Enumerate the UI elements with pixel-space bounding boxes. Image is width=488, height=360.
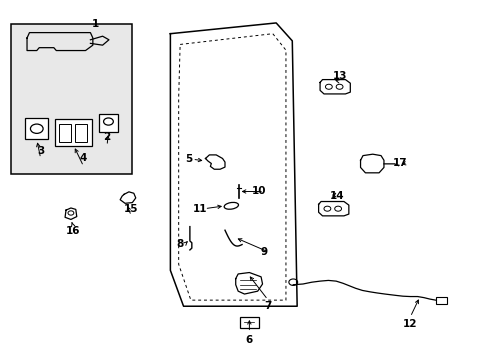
Text: 5: 5: [184, 154, 192, 164]
Text: 6: 6: [245, 334, 252, 345]
Text: 2: 2: [103, 132, 110, 142]
Text: 11: 11: [192, 204, 206, 214]
Text: 16: 16: [65, 226, 80, 236]
Text: 4: 4: [80, 153, 87, 163]
Bar: [75, 124, 87, 142]
Bar: [99, 114, 118, 132]
Text: 3: 3: [37, 145, 44, 156]
Bar: [239, 317, 259, 328]
Ellipse shape: [224, 202, 238, 209]
Text: 17: 17: [392, 158, 407, 168]
Text: 1: 1: [92, 19, 99, 29]
Text: 14: 14: [329, 191, 344, 201]
Text: 12: 12: [402, 319, 417, 329]
Text: 10: 10: [251, 186, 266, 197]
Text: 8: 8: [176, 239, 183, 249]
Bar: [435, 297, 446, 304]
Text: 9: 9: [260, 247, 267, 257]
Text: 15: 15: [124, 204, 138, 215]
Bar: [59, 124, 71, 142]
Bar: [55, 119, 92, 145]
Text: 7: 7: [264, 301, 271, 311]
Text: 13: 13: [332, 71, 346, 81]
Bar: [25, 118, 48, 139]
Bar: [11, 24, 132, 174]
